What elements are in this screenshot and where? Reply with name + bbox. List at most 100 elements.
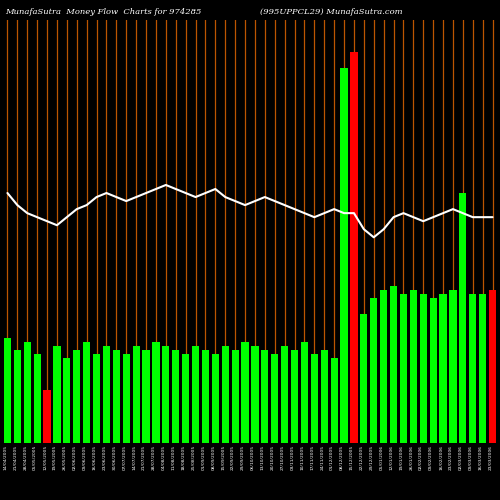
Text: 29/09/2005: 29/09/2005 [241, 444, 245, 469]
Bar [64, 358, 70, 442]
Text: 22/09/2005: 22/09/2005 [231, 444, 235, 469]
Text: 26/01/2006: 26/01/2006 [410, 444, 414, 469]
Text: 16/06/2005: 16/06/2005 [92, 444, 96, 469]
Bar [420, 294, 427, 442]
Bar [489, 290, 496, 442]
Bar [360, 314, 368, 442]
Bar [320, 350, 328, 442]
Bar [252, 346, 258, 442]
Bar [103, 346, 110, 442]
Text: 21/04/2005: 21/04/2005 [14, 444, 18, 469]
Bar [469, 294, 476, 442]
Bar [430, 298, 436, 442]
Text: 04/08/2005: 04/08/2005 [162, 444, 166, 469]
Bar [73, 350, 80, 442]
Text: 05/01/2006: 05/01/2006 [380, 444, 384, 469]
Bar [34, 354, 40, 442]
Bar [24, 342, 31, 442]
Bar [400, 294, 407, 442]
Text: 17/11/2005: 17/11/2005 [310, 444, 314, 469]
Text: 03/11/2005: 03/11/2005 [290, 444, 294, 469]
Text: 14/07/2005: 14/07/2005 [132, 444, 136, 469]
Text: 22/12/2005: 22/12/2005 [360, 444, 364, 469]
Bar [152, 342, 160, 442]
Text: 28/07/2005: 28/07/2005 [152, 444, 156, 469]
Bar [192, 346, 199, 442]
Text: 10/11/2005: 10/11/2005 [300, 444, 304, 469]
Text: 09/02/2006: 09/02/2006 [429, 444, 433, 469]
Text: 26/05/2005: 26/05/2005 [63, 444, 67, 470]
Bar [380, 290, 387, 442]
Text: 08/09/2005: 08/09/2005 [212, 444, 216, 469]
Bar [311, 354, 318, 442]
Bar [479, 294, 486, 442]
Text: 01/12/2005: 01/12/2005 [330, 444, 334, 469]
Bar [440, 294, 446, 442]
Text: 30/06/2005: 30/06/2005 [112, 444, 116, 469]
Bar [350, 52, 358, 442]
Text: 16/02/2006: 16/02/2006 [439, 444, 443, 469]
Bar [83, 342, 90, 442]
Text: 05/05/2005: 05/05/2005 [33, 444, 37, 470]
Text: 07/07/2005: 07/07/2005 [122, 444, 126, 469]
Text: 14/04/2005: 14/04/2005 [4, 444, 8, 469]
Text: 02/02/2006: 02/02/2006 [419, 444, 423, 469]
Bar [242, 342, 248, 442]
Text: 02/06/2005: 02/06/2005 [73, 444, 77, 469]
Bar [4, 338, 11, 442]
Bar [450, 290, 456, 442]
Bar [14, 350, 21, 442]
Text: 02/03/2006: 02/03/2006 [459, 444, 463, 469]
Bar [172, 350, 180, 442]
Text: 12/05/2005: 12/05/2005 [43, 444, 47, 470]
Bar [410, 290, 417, 442]
Text: 09/06/2005: 09/06/2005 [82, 444, 86, 469]
Text: 29/12/2005: 29/12/2005 [370, 444, 374, 469]
Bar [301, 342, 308, 442]
Bar [44, 390, 51, 442]
Bar [202, 350, 209, 442]
Text: 15/09/2005: 15/09/2005 [221, 444, 225, 470]
Text: 18/08/2005: 18/08/2005 [182, 444, 186, 469]
Bar [113, 350, 120, 442]
Text: 23/03/2006: 23/03/2006 [488, 444, 492, 469]
Bar [122, 354, 130, 442]
Text: 11/08/2005: 11/08/2005 [172, 444, 176, 469]
Bar [212, 354, 219, 442]
Bar [142, 350, 150, 442]
Bar [132, 346, 140, 442]
Text: MunafaSutra  Money Flow  Charts for 974285: MunafaSutra Money Flow Charts for 974285 [5, 8, 202, 16]
Bar [330, 358, 338, 442]
Bar [232, 350, 238, 442]
Text: 19/05/2005: 19/05/2005 [53, 444, 57, 470]
Text: 23/02/2006: 23/02/2006 [449, 444, 453, 469]
Text: 12/01/2006: 12/01/2006 [390, 444, 394, 469]
Text: 24/11/2005: 24/11/2005 [320, 444, 324, 469]
Bar [93, 354, 100, 442]
Bar [271, 354, 278, 442]
Text: 13/10/2005: 13/10/2005 [261, 444, 265, 469]
Text: (995UPPCL29) MunafaSutra.com: (995UPPCL29) MunafaSutra.com [260, 8, 402, 16]
Bar [390, 286, 397, 442]
Text: 27/10/2005: 27/10/2005 [280, 444, 284, 469]
Text: 28/04/2005: 28/04/2005 [23, 444, 27, 469]
Text: 19/01/2006: 19/01/2006 [400, 444, 404, 469]
Text: 21/07/2005: 21/07/2005 [142, 444, 146, 469]
Bar [460, 193, 466, 442]
Bar [291, 350, 298, 442]
Bar [340, 68, 347, 442]
Text: 25/08/2005: 25/08/2005 [192, 444, 196, 470]
Text: 15/12/2005: 15/12/2005 [350, 444, 354, 470]
Bar [182, 354, 189, 442]
Bar [262, 350, 268, 442]
Bar [162, 346, 170, 442]
Text: 06/10/2005: 06/10/2005 [251, 444, 255, 469]
Bar [222, 346, 229, 442]
Text: 09/03/2006: 09/03/2006 [469, 444, 473, 469]
Bar [54, 346, 60, 442]
Text: 16/03/2006: 16/03/2006 [478, 444, 482, 469]
Text: 01/09/2005: 01/09/2005 [202, 444, 205, 469]
Text: 20/10/2005: 20/10/2005 [271, 444, 275, 469]
Text: 23/06/2005: 23/06/2005 [102, 444, 106, 469]
Bar [370, 298, 378, 442]
